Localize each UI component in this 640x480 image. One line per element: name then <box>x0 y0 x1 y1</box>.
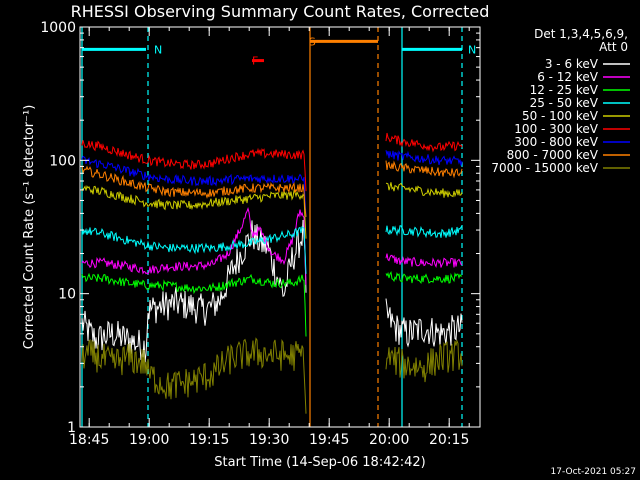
x-tick-label: 18:45 <box>69 432 109 448</box>
series-line <box>81 272 307 337</box>
series-line <box>81 337 307 414</box>
series-100-300-kev <box>81 132 463 192</box>
series-line <box>385 253 463 269</box>
y-axis-label: Corrected Count Rate (s⁻¹ detector⁻¹) <box>22 105 37 350</box>
legend-header: Det 1,3,4,5,6,9, <box>534 27 628 41</box>
x-tick-label: 19:45 <box>309 432 349 448</box>
legend-item: 6 - 12 keV <box>537 70 599 84</box>
x-tick-label: 19:15 <box>189 432 229 448</box>
series-3-6-kev <box>81 219 463 363</box>
y-tick-label: 1 <box>67 420 76 436</box>
series-line <box>385 160 463 179</box>
y-tick-label: 100 <box>49 153 76 169</box>
legend-item: 50 - 100 keV <box>522 109 599 123</box>
legend-item: 12 - 25 keV <box>530 83 599 97</box>
legend-header: Att 0 <box>599 40 628 54</box>
chart-title: RHESSI Observing Summary Count Rates, Co… <box>71 2 490 21</box>
series-line <box>385 225 463 239</box>
series-line <box>385 150 463 166</box>
annotation-layer: NNFS <box>82 35 476 68</box>
series-300-800-kev <box>81 150 463 218</box>
x-tick-label: 19:00 <box>129 432 169 448</box>
series-line <box>81 165 307 217</box>
x-tick-label: 19:30 <box>249 432 289 448</box>
legend-item: 800 - 7000 keV <box>507 148 599 162</box>
annotation-label: N <box>468 43 476 56</box>
series-line <box>81 185 307 239</box>
annotation-label: N <box>154 43 162 56</box>
y-tick-label: 1000 <box>40 20 76 36</box>
series-line <box>385 271 463 284</box>
legend-item: 300 - 800 keV <box>514 135 598 149</box>
plot-frame <box>79 26 481 428</box>
series-line <box>81 219 307 363</box>
x-tick-label: 20:15 <box>429 432 469 448</box>
series-6-12-kev <box>81 207 463 285</box>
series-800-7000-kev <box>81 160 463 217</box>
series-line <box>385 132 463 153</box>
series-50-100-kev <box>81 182 463 239</box>
series-line <box>81 140 307 192</box>
x-tick-label: 20:00 <box>369 432 409 448</box>
footer-timestamp: 17-Oct-2021 05:27 <box>551 467 636 477</box>
legend-item: 3 - 6 keV <box>545 57 599 71</box>
plot-area: NNFS <box>79 26 481 428</box>
series-7000-15000-kev <box>81 337 463 414</box>
axes: 1 10 100 1000 18:45 19:00 19:15 19:30 19:45 20:00… <box>40 20 480 448</box>
series-line <box>385 182 463 198</box>
legend-item: 25 - 50 keV <box>530 96 599 110</box>
legend-item: 7000 - 15000 keV <box>491 161 598 175</box>
y-tick-label: 10 <box>58 287 76 303</box>
legend-item: 100 - 300 keV <box>514 122 598 136</box>
series-line <box>81 226 307 274</box>
x-axis-label: Start Time (14-Sep-06 18:42:42) <box>214 455 425 470</box>
series-layer <box>81 132 463 414</box>
series-line <box>385 339 463 383</box>
series-12-25-kev <box>81 271 463 337</box>
series-line <box>81 207 307 285</box>
series-line <box>385 298 463 348</box>
series-25-50-kev <box>81 225 463 274</box>
series-line <box>81 155 307 218</box>
